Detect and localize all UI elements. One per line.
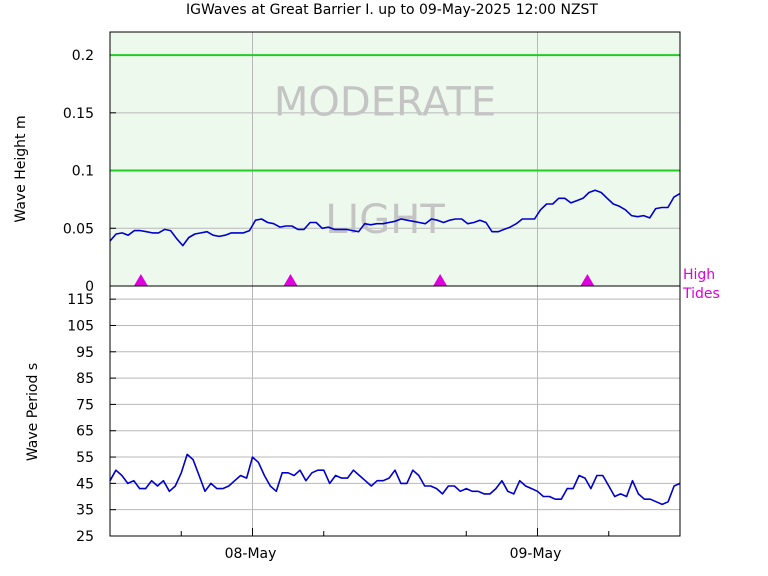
high-tides-label-line1: High	[683, 267, 715, 283]
wave-height-plot-area	[110, 32, 680, 286]
high-tide-marker	[433, 274, 448, 286]
high-tide-marker	[580, 274, 595, 286]
wave-height-panel: 0 0.05 0.1 0.15 0.2 MODERATE LIGHT	[63, 31, 681, 295]
wave-period-y-tick-label: 55	[76, 450, 94, 466]
wave-height-y-tick-label: 0.05	[63, 221, 94, 237]
high-tide-marker	[133, 274, 148, 286]
wave-period-y-tick-label: 95	[76, 345, 94, 361]
wave-height-y-tick-label: 0.1	[72, 164, 94, 180]
wave-period-series-line	[109, 453, 681, 506]
wave-period-y-tick-label: 115	[67, 292, 94, 308]
wave-period-y-tick-label: 85	[76, 371, 94, 387]
zone-label: LIGHT	[325, 197, 445, 243]
wave-period-y-tick-label: 45	[76, 476, 94, 492]
wave-height-y-tick-label: 0.2	[72, 48, 94, 64]
wave-period-plot-area	[110, 286, 680, 536]
zone-label: MODERATE	[274, 79, 496, 125]
wave-period-frame	[109, 285, 681, 537]
x-tick-label: 08-May	[225, 546, 277, 562]
wave-height-series-line	[109, 189, 681, 247]
wave-period-y-tick-label: 105	[67, 318, 94, 334]
wave-height-y-tick-label: 0	[85, 279, 94, 295]
wave-period-panel: 25 35 45 55 65 75 85 95 105 115 08-May 09-May	[67, 285, 681, 562]
wave-period-y-tick-label: 75	[76, 397, 94, 413]
wave-period-y-tick-label: 25	[76, 529, 94, 545]
x-tick-label: 09-May	[510, 546, 562, 562]
wave-height-axis-label: Wave Height m	[13, 115, 29, 222]
high-tide-marker	[283, 274, 298, 286]
chart-title: IGWaves at Great Barrier I. up to 09-May…	[186, 2, 598, 18]
wave-height-y-tick-label: 0.15	[63, 106, 94, 122]
high-tides-label-line2: Tides	[682, 286, 720, 302]
wave-period-y-tick-label: 65	[76, 424, 94, 440]
wave-period-y-tick-label: 35	[76, 503, 94, 519]
wave-period-axis-label: Wave Period s	[25, 363, 41, 461]
